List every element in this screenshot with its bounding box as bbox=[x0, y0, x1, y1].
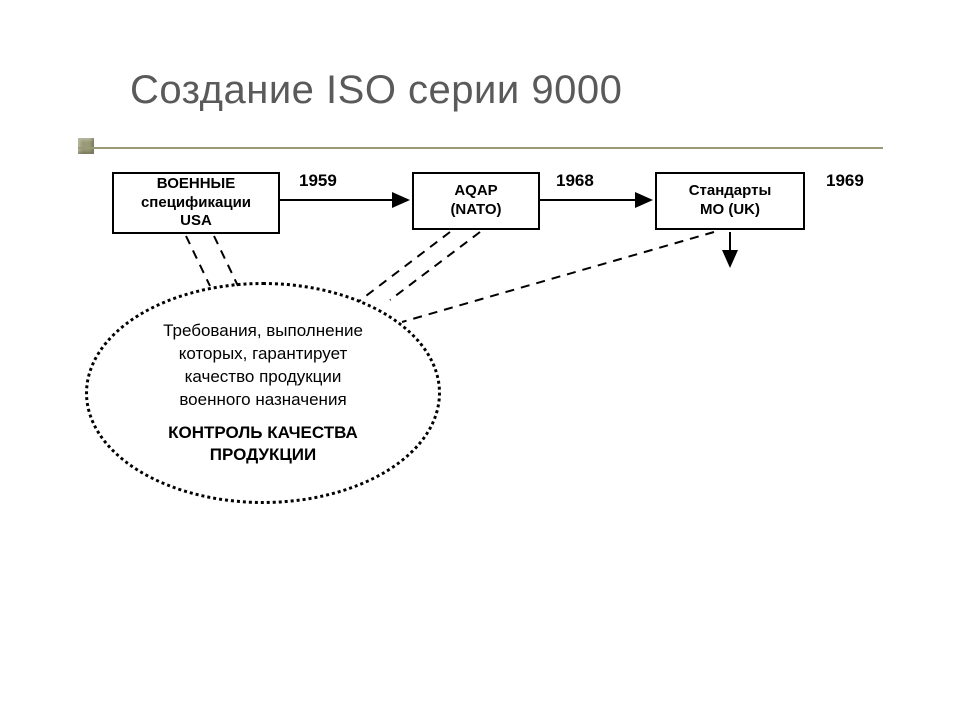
dash-3 bbox=[402, 232, 714, 322]
callout-l1: Требования, выполнение bbox=[163, 321, 363, 340]
dash-2b bbox=[390, 232, 480, 300]
year-1959: 1959 bbox=[299, 171, 337, 191]
callout-desc: Требования, выполнение которых, гарантир… bbox=[163, 320, 363, 412]
callout-b2: ПРОДУКЦИИ bbox=[210, 445, 316, 464]
year-1968: 1968 bbox=[556, 171, 594, 191]
callout-l3: качество продукции bbox=[185, 367, 342, 386]
slide-title: Создание ISO серии 9000 bbox=[130, 68, 622, 113]
year-1969: 1969 bbox=[826, 171, 864, 191]
callout-l2: которых, гарантирует bbox=[179, 344, 348, 363]
callout-bold: КОНТРОЛЬ КАЧЕСТВА ПРОДУКЦИИ bbox=[168, 422, 358, 466]
node1-line2: спецификации bbox=[141, 194, 251, 213]
node1-line1: ВОЕННЫЕ bbox=[157, 175, 236, 194]
title-bullet bbox=[78, 138, 94, 154]
node2-line2: (NATO) bbox=[450, 201, 501, 220]
dash-1b bbox=[214, 236, 238, 286]
callout-b1: КОНТРОЛЬ КАЧЕСТВА bbox=[168, 423, 358, 442]
dash-2a bbox=[358, 232, 450, 302]
node3-line1: Стандарты bbox=[689, 182, 772, 201]
title-underline bbox=[78, 147, 883, 149]
node1-line3: USA bbox=[180, 212, 212, 231]
callout-l4: военного назначения bbox=[179, 390, 346, 409]
node2-line1: AQAP bbox=[454, 182, 497, 201]
node-aqap-nato: AQAP (NATO) bbox=[412, 172, 540, 230]
node-military-usa: ВОЕННЫЕ спецификации USA bbox=[112, 172, 280, 234]
node-standards-uk: Стандарты MO (UK) bbox=[655, 172, 805, 230]
dash-1a bbox=[186, 236, 210, 286]
node3-line2: MO (UK) bbox=[700, 201, 760, 220]
callout-quality-control: Требования, выполнение которых, гарантир… bbox=[85, 282, 441, 504]
